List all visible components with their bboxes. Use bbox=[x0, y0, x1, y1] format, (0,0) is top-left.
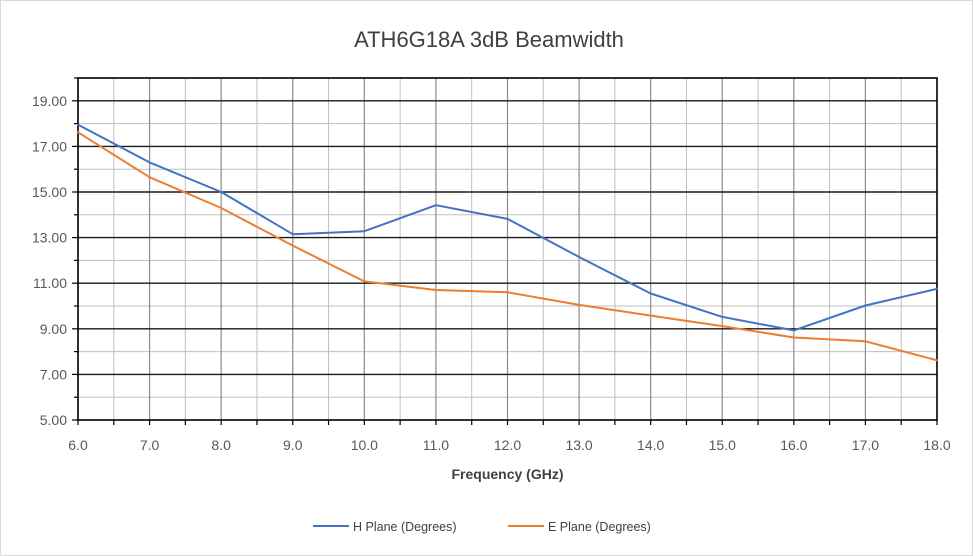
axes bbox=[72, 77, 938, 425]
x-tick-label: 13.0 bbox=[565, 437, 592, 453]
legend: H Plane (Degrees) E Plane (Degrees) bbox=[313, 520, 651, 534]
legend-label: H Plane (Degrees) bbox=[353, 520, 457, 534]
x-tick-label: 12.0 bbox=[494, 437, 521, 453]
x-tick-label: 9.0 bbox=[283, 437, 303, 453]
y-tick-label: 5.00 bbox=[40, 412, 67, 428]
legend-label: E Plane (Degrees) bbox=[548, 520, 651, 534]
x-tick-label: 17.0 bbox=[852, 437, 879, 453]
x-tick-label: 15.0 bbox=[709, 437, 736, 453]
x-tick-label: 18.0 bbox=[923, 437, 950, 453]
x-axis-title: Frequency (GHz) bbox=[451, 466, 563, 482]
chart-title: ATH6G18A 3dB Beamwidth bbox=[354, 27, 624, 52]
series-line-h-plane bbox=[77, 123, 938, 332]
y-tick-label: 11.00 bbox=[33, 275, 67, 291]
y-tick-label: 17.00 bbox=[32, 138, 67, 154]
gridlines bbox=[78, 78, 937, 420]
y-tick-label: 19.00 bbox=[32, 93, 67, 109]
y-tick-label: 13.00 bbox=[32, 230, 67, 246]
x-tick-label: 8.0 bbox=[211, 437, 231, 453]
y-tick-label: 7.00 bbox=[40, 366, 67, 382]
x-tick-label: 11.0 bbox=[423, 437, 449, 453]
x-tick-label: 14.0 bbox=[637, 437, 664, 453]
x-tick-label: 16.0 bbox=[780, 437, 807, 453]
x-tick-label: 6.0 bbox=[68, 437, 88, 453]
y-tick-label: 9.00 bbox=[40, 321, 67, 337]
y-tick-label: 15.00 bbox=[32, 184, 67, 200]
tick-labels: 5.00 7.00 9.00 11.00 13.00 15.00 17.00 19.00 6.0… bbox=[32, 93, 951, 453]
x-tick-label: 7.0 bbox=[140, 437, 160, 453]
series-line-e-plane bbox=[77, 131, 938, 362]
series-lines bbox=[77, 123, 938, 362]
x-tick-label: 10.0 bbox=[351, 437, 378, 453]
